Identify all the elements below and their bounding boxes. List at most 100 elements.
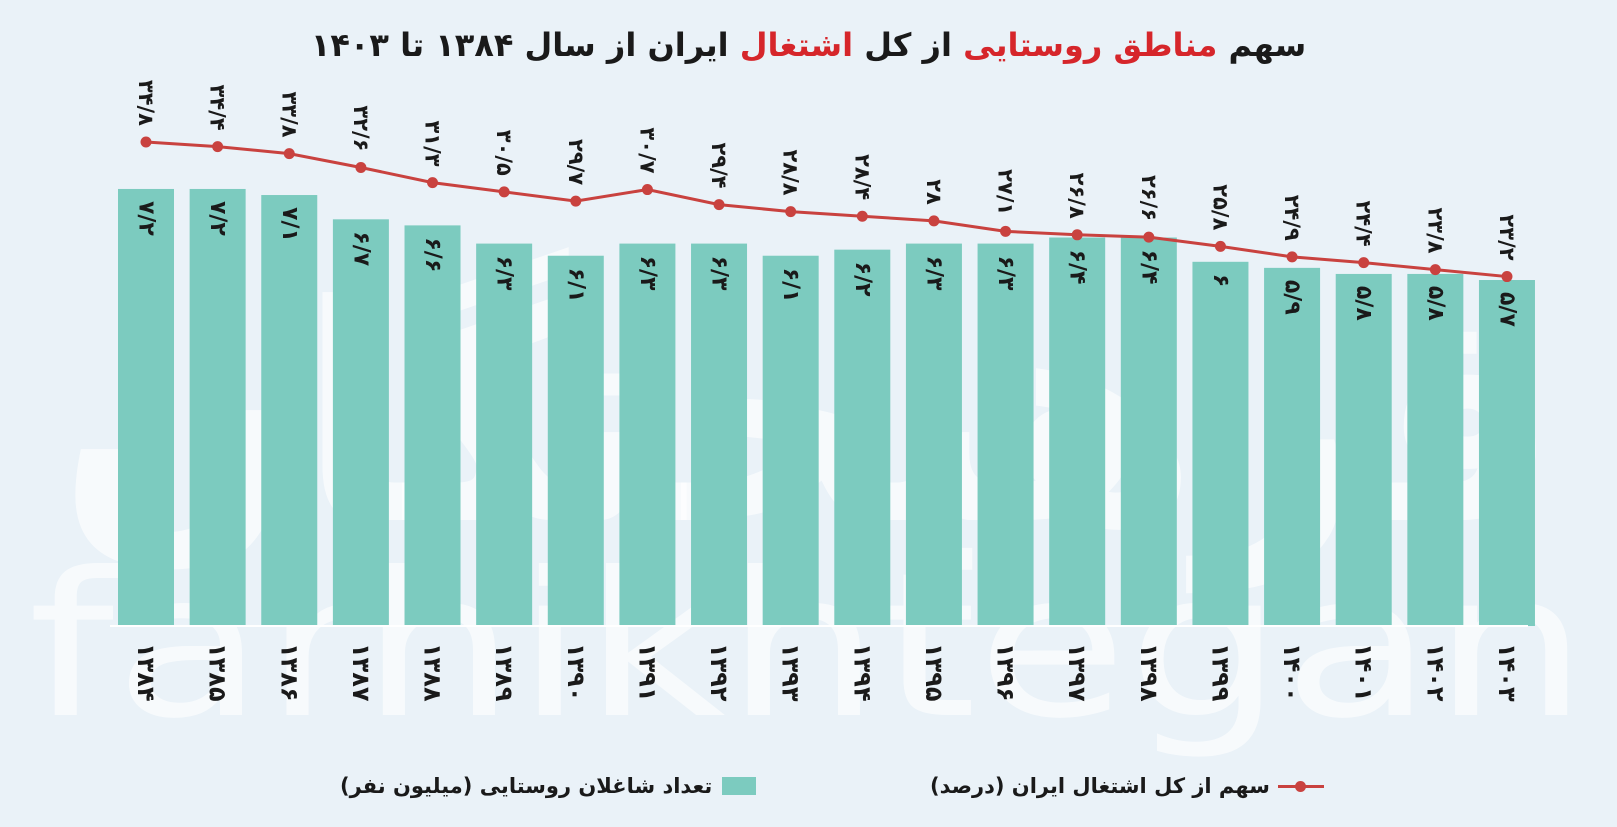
line-point-1400	[1286, 251, 1298, 263]
x-tick-label-1388: ۱۳۸۸	[419, 643, 447, 702]
line-point-1389	[498, 186, 510, 198]
bar-value-label-1389: ۶/۳	[492, 256, 517, 291]
bar-1384	[118, 188, 174, 626]
x-tick-label-1396: ۱۳۹۶	[992, 643, 1020, 702]
line-point-1394	[856, 210, 868, 222]
bar-1402	[1407, 273, 1464, 626]
line-point-1396	[1000, 225, 1012, 237]
bar-1392	[691, 243, 748, 626]
bar-value-labels: ۷/۲ ۷/۲ ۷/۱ ۶/۷ ۶/۶ ۶/۳ ۶/۱ ۶/۳ ۶/۳ ۶/۱ ۶/۲ ۶/۳ ۶/۳ ۶…	[134, 201, 1520, 328]
bar-value-label-1396: ۶/۳	[993, 256, 1018, 291]
line-value-label-1384: ۳۴/۸	[134, 80, 158, 126]
x-tick-label-1398: ۱۳۹۸	[1135, 643, 1163, 702]
bar-value-label-1384: ۷/۲	[134, 201, 159, 236]
x-tick-label-1402: ۱۴۰۲	[1421, 643, 1449, 702]
bar-value-label-1392: ۶/۳	[707, 256, 732, 291]
x-tick-label-1399: ۱۳۹۹	[1206, 643, 1234, 702]
line-value-label-1392: ۲۹/۴	[707, 143, 731, 189]
bar-1391	[619, 243, 676, 626]
bar-value-label-1385: ۷/۲	[205, 201, 230, 236]
bar-1397	[1049, 237, 1106, 626]
x-tick-label-1397: ۱۳۹۷	[1063, 643, 1091, 702]
bar-1400	[1264, 267, 1321, 626]
x-tick-label-1390: ۱۳۹۰	[562, 643, 590, 702]
line-point-1399	[1214, 240, 1226, 252]
bar-1393	[762, 255, 819, 627]
x-tick-label-1391: ۱۳۹۱	[633, 643, 661, 702]
line-value-label-1399: ۲۵/۸	[1208, 184, 1232, 230]
line-value-labels: ۳۴/۸ ۳۴/۴ ۳۳/۸ ۳۲/۶ ۳۱/۳ ۳۰/۵ ۲۹/۷ ۳۰/۷ ۲۹/۴ ۲۸/۸…	[134, 80, 1519, 261]
line-point-1402	[1429, 264, 1441, 276]
legend-bar-swatch	[722, 777, 757, 795]
x-tick-label-1395: ۱۳۹۵	[920, 643, 948, 702]
bar-value-label-1391: ۶/۳	[635, 256, 660, 291]
bar-value-label-1403: ۵/۷	[1494, 292, 1519, 327]
bar-1395	[905, 243, 962, 626]
line-value-label-1394: ۲۸/۴	[850, 154, 874, 200]
line-point-1398	[1143, 231, 1155, 243]
line-point-1397	[1071, 229, 1083, 241]
bar-value-label-1394: ۶/۲	[850, 262, 875, 297]
line-value-label-1396: ۲۷/۱	[994, 169, 1018, 215]
bar-value-label-1400: ۵/۹	[1280, 280, 1305, 315]
chart-title: سهم مناطق روستایی از کل اشتغال ایران از …	[0, 26, 1617, 64]
line-point-1387	[355, 162, 367, 174]
line-value-label-1401: ۲۴/۴	[1352, 201, 1376, 247]
bar-1386	[261, 195, 318, 626]
bar-value-label-1388: ۶/۶	[420, 237, 445, 272]
bar-1401	[1335, 273, 1392, 626]
bar-value-label-1397: ۶/۴	[1065, 250, 1090, 285]
line-point-1386	[283, 148, 295, 160]
x-tick-label-1386: ۱۳۸۶	[275, 643, 303, 702]
line-point-1385	[212, 141, 224, 153]
line-point-1401	[1358, 257, 1370, 269]
bar-value-label-1395: ۶/۳	[921, 256, 946, 291]
line-value-label-1393: ۲۸/۸	[779, 149, 803, 195]
line-value-label-1390: ۲۹/۷	[564, 139, 588, 185]
line-value-label-1402: ۲۳/۸	[1423, 207, 1447, 253]
x-tick-label-1385: ۱۳۸۵	[204, 643, 232, 702]
bar-value-label-1398: ۶/۴	[1136, 250, 1161, 285]
bar-value-label-1401: ۵/۸	[1351, 286, 1376, 321]
line-value-label-1391: ۳۰/۷	[635, 127, 659, 173]
x-tick-label-1387: ۱۳۸۷	[347, 643, 375, 702]
line-point-1391	[641, 184, 653, 196]
line-value-label-1385: ۳۴/۴	[206, 85, 230, 131]
x-tick-label-1401: ۱۴۰۱	[1350, 643, 1378, 702]
line-value-label-1397: ۲۶/۸	[1065, 173, 1089, 219]
line-point-1403	[1501, 271, 1513, 283]
line-value-label-1387: ۳۲/۶	[349, 105, 373, 151]
bar-1403	[1478, 280, 1535, 626]
bar-value-label-1393: ۶/۱	[778, 268, 803, 303]
bar-value-label-1402: ۵/۸	[1423, 286, 1448, 321]
line-point-1390	[570, 195, 582, 207]
line-point-1393	[785, 206, 797, 218]
title-part-1: سهم	[1217, 26, 1307, 64]
bar-1398	[1120, 237, 1177, 626]
legend-line-swatch	[1277, 776, 1324, 796]
line-value-label-1400: ۲۴/۹	[1280, 195, 1304, 241]
bar-1387	[332, 219, 389, 626]
line-value-label-1388: ۳۱/۳	[421, 120, 445, 166]
line-point-1395	[928, 215, 940, 227]
bar-value-label-1390: ۶/۱	[563, 268, 588, 303]
legend-bar-label: تعداد شاغلان روستایی (میلیون نفر)	[340, 774, 713, 798]
bar-1399	[1192, 261, 1249, 626]
bar-1390	[547, 255, 604, 627]
title-highlight-rural: مناطق روستایی	[963, 26, 1218, 64]
bar-1385	[189, 188, 246, 626]
x-tick-label-1394: ۱۳۹۴	[848, 643, 876, 702]
line-point-1384	[140, 136, 152, 148]
line-value-label-1403: ۲۳/۲	[1495, 214, 1519, 260]
line-value-label-1389: ۳۰/۵	[492, 130, 516, 176]
x-tick-label-1392: ۱۳۹۲	[705, 643, 733, 702]
legend-line-label: سهم از کل اشتغال ایران (درصد)	[930, 774, 1270, 798]
x-tick-label-1393: ۱۳۹۳	[777, 643, 805, 702]
bar-1396	[977, 243, 1034, 626]
bar-1394	[834, 249, 891, 626]
bar-1388	[404, 225, 461, 626]
x-tick-label-1389: ۱۳۸۹	[490, 643, 518, 702]
line-value-label-1386: ۳۳/۸	[277, 91, 301, 137]
x-tick-label-1400: ۱۴۰۰	[1278, 643, 1306, 702]
